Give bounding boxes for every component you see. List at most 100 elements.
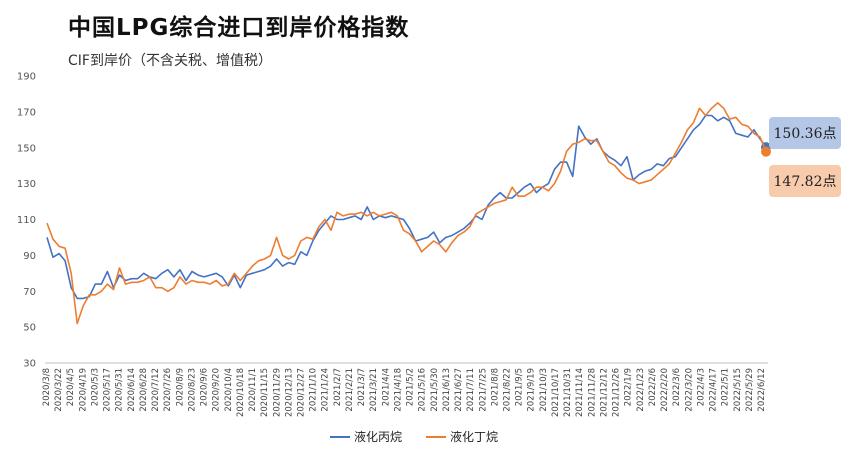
data-point — [391, 212, 392, 213]
data-point — [536, 192, 537, 193]
data-point — [83, 305, 84, 306]
data-point — [475, 214, 476, 215]
data-point — [409, 233, 410, 234]
x-tick-label: 2021/7/11 — [466, 368, 476, 412]
data-point — [95, 294, 96, 295]
data-point — [222, 276, 223, 277]
x-tick-label: 2020/11/1 — [248, 368, 258, 412]
x-tick-label: 2021/2/21 — [345, 368, 355, 412]
x-tick-label: 2021/11/14 — [575, 368, 585, 417]
data-point — [741, 135, 742, 136]
data-point — [397, 215, 398, 216]
x-tick-label: 2021/5/16 — [418, 368, 428, 412]
data-point — [602, 151, 603, 152]
data-point — [155, 287, 156, 288]
data-point — [282, 266, 283, 267]
data-point — [487, 206, 488, 207]
data-point — [608, 156, 609, 157]
data-point — [639, 174, 640, 175]
data-point — [282, 255, 283, 256]
x-tick-label: 2022/5/15 — [733, 368, 743, 412]
data-point — [530, 183, 531, 184]
data-point — [107, 283, 108, 284]
data-point — [560, 170, 561, 171]
x-tick-label: 2020/10/4 — [224, 368, 234, 412]
series-line-1 — [46, 114, 767, 300]
data-point — [355, 215, 356, 216]
value-callout-box — [769, 117, 841, 149]
data-point — [95, 283, 96, 284]
data-point — [312, 239, 313, 240]
data-point — [626, 156, 627, 157]
data-point — [651, 179, 652, 180]
chart-subtitle: CIF到岸价（不含关税、增值税） — [68, 53, 272, 69]
data-point — [717, 102, 718, 103]
data-point — [324, 222, 325, 223]
data-point — [336, 212, 337, 213]
data-point — [584, 138, 585, 139]
data-point — [427, 237, 428, 238]
data-point — [590, 144, 591, 145]
data-point — [518, 192, 519, 193]
data-point — [216, 280, 217, 281]
legend-label: 液化丙烷 — [354, 429, 402, 444]
data-point — [240, 280, 241, 281]
data-point — [367, 206, 368, 207]
data-point — [113, 289, 114, 290]
data-point — [119, 267, 120, 268]
x-tick-label: 2021/1/10 — [309, 368, 319, 412]
x-tick-label: 2021/6/27 — [454, 368, 464, 412]
x-tick-label: 2020/6/28 — [139, 368, 149, 412]
data-point — [306, 237, 307, 238]
y-tick-label: 70 — [23, 287, 36, 298]
data-point — [512, 197, 513, 198]
data-point — [421, 251, 422, 252]
data-point — [131, 282, 132, 283]
x-tick-label: 2021/6/13 — [442, 368, 452, 412]
data-point — [222, 285, 223, 286]
data-point — [385, 217, 386, 218]
x-tick-label: 2021/5/30 — [430, 368, 440, 412]
x-tick-label: 2021/3/21 — [369, 368, 379, 412]
data-point — [524, 187, 525, 188]
data-point — [457, 235, 458, 236]
data-point — [342, 215, 343, 216]
x-tick-label: 2022/2/20 — [660, 368, 670, 412]
data-point — [572, 144, 573, 145]
data-point — [288, 258, 289, 259]
x-tick-label: 2020/5/17 — [103, 368, 113, 412]
data-point — [415, 240, 416, 241]
data-point — [554, 183, 555, 184]
x-tick-label: 2020/11/29 — [272, 368, 282, 417]
x-tick-label: 2021/2/7 — [333, 368, 343, 406]
x-tick-label: 2021/3/7 — [357, 368, 367, 406]
y-tick-label: 130 — [17, 179, 36, 190]
data-point — [711, 115, 712, 116]
data-point — [729, 120, 730, 121]
data-point — [632, 179, 633, 180]
data-point — [439, 242, 440, 243]
x-tick-label: 2021/8/8 — [490, 368, 500, 406]
data-point — [669, 158, 670, 159]
data-point — [276, 237, 277, 238]
data-point — [439, 244, 440, 245]
data-point — [614, 160, 615, 161]
x-tick-label: 2020/4/5 — [66, 368, 76, 406]
x-tick-label: 2022/3/6 — [672, 368, 682, 406]
data-point — [58, 253, 59, 254]
x-tick-label: 2020/9/6 — [200, 368, 210, 406]
data-point — [240, 287, 241, 288]
x-tick-label: 2021/8/22 — [503, 368, 513, 412]
x-tick-label: 2020/5/3 — [90, 368, 100, 406]
x-tick-label: 2021/1/24 — [321, 368, 331, 412]
data-point — [560, 162, 561, 163]
data-point — [747, 136, 748, 137]
x-tick-label: 2022/4/17 — [709, 368, 719, 412]
data-point — [173, 276, 174, 277]
x-tick-label: 2021/10/3 — [539, 368, 549, 412]
x-tick-label: 2021/4/4 — [381, 368, 391, 406]
data-point — [228, 283, 229, 284]
x-tick-label: 2022/5/1 — [721, 368, 731, 406]
data-point — [500, 201, 501, 202]
x-tick-label: 2020/5/31 — [115, 368, 125, 412]
